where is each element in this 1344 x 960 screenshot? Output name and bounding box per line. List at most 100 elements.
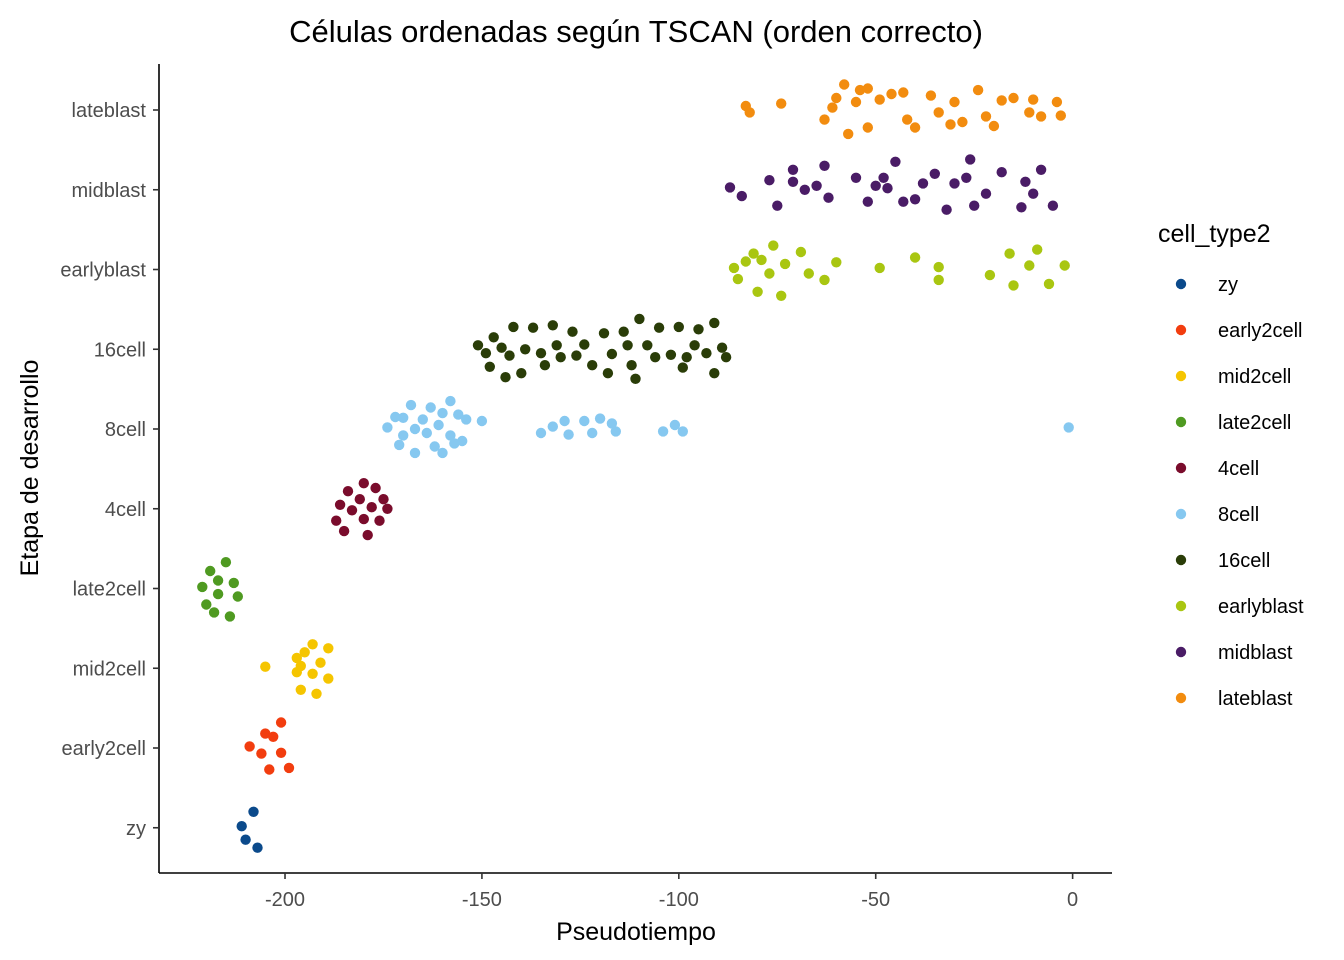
point-8cell xyxy=(409,447,421,459)
point-16cell xyxy=(520,344,531,355)
point-midblast xyxy=(764,175,775,186)
point-lateblast xyxy=(1008,92,1019,104)
point-8cell xyxy=(579,415,590,427)
point-midblast xyxy=(799,184,810,195)
point-earlyblast xyxy=(831,257,842,268)
y-tick-label: early2cell xyxy=(62,738,146,760)
point-midblast xyxy=(850,172,862,183)
point-8cell xyxy=(476,415,488,427)
point-16cell xyxy=(673,321,684,333)
y-tick-label: earlyblast xyxy=(60,260,146,282)
point-midblast xyxy=(980,188,992,199)
y-tick-label: 16cell xyxy=(94,339,146,361)
point-16cell xyxy=(480,348,492,359)
x-tick-label: -200 xyxy=(265,889,305,911)
point-lateblast xyxy=(850,96,862,108)
legend-label-earlyblast: earlyblast xyxy=(1218,596,1304,618)
point-early2cell xyxy=(275,717,287,728)
point-4cell xyxy=(331,515,342,526)
legend-key-late2cell xyxy=(1175,416,1187,428)
point-4cell xyxy=(366,502,377,513)
point-lateblast xyxy=(776,98,787,109)
legend-key-lateblast xyxy=(1175,692,1187,704)
point-lateblast xyxy=(839,79,850,90)
legend-label-midblast: midblast xyxy=(1218,642,1293,664)
legend-label-lateblast: lateblast xyxy=(1218,688,1293,710)
point-lateblast xyxy=(874,94,885,105)
point-lateblast xyxy=(945,119,956,130)
point-8cell xyxy=(433,419,444,431)
point-16cell xyxy=(650,352,661,363)
point-16cell xyxy=(653,322,665,333)
point-earlyblast xyxy=(776,290,787,301)
point-16cell xyxy=(709,368,720,379)
legend-label-8cell: 8cell xyxy=(1218,504,1259,526)
point-midblast xyxy=(1020,176,1031,187)
point-16cell xyxy=(508,321,519,333)
legend: cell_type2 zy early2cell mid2cell late2cell… xyxy=(1158,220,1304,710)
point-lateblast xyxy=(925,90,937,101)
point-earlyblast xyxy=(748,248,759,259)
point-midblast xyxy=(772,200,783,211)
point-late2cell xyxy=(224,611,236,622)
point-4cell xyxy=(358,478,369,489)
point-4cell xyxy=(354,494,365,505)
legend-label-early2cell: early2cell xyxy=(1218,320,1302,342)
point-16cell xyxy=(488,332,499,343)
point-earlyblast xyxy=(764,268,775,279)
point-lateblast xyxy=(1035,111,1047,122)
point-midblast xyxy=(965,154,976,165)
point-16cell xyxy=(496,342,507,353)
point-zy xyxy=(240,834,251,845)
point-4cell xyxy=(382,503,393,514)
point-midblast xyxy=(909,194,921,205)
point-earlyblast xyxy=(740,256,751,267)
point-midblast xyxy=(969,200,980,211)
point-16cell xyxy=(567,326,578,337)
point-earlyblast xyxy=(984,269,996,281)
point-16cell xyxy=(626,360,637,371)
point-8cell xyxy=(405,399,417,411)
point-16cell xyxy=(555,352,566,363)
point-early2cell xyxy=(283,762,295,774)
legend-key-8cell xyxy=(1175,508,1187,520)
point-mid2cell xyxy=(323,643,334,654)
point-8cell xyxy=(657,426,669,437)
point-mid2cell xyxy=(291,652,302,664)
legend-key-midblast xyxy=(1175,646,1187,658)
point-mid2cell xyxy=(299,647,310,658)
legend-label-zy: zy xyxy=(1218,274,1238,296)
point-8cell xyxy=(1063,422,1074,433)
point-8cell xyxy=(457,435,468,447)
point-mid2cell xyxy=(311,688,322,699)
point-lateblast xyxy=(957,116,968,128)
point-8cell xyxy=(398,430,409,441)
point-lateblast xyxy=(988,120,1000,132)
point-midblast xyxy=(811,180,822,191)
point-zy xyxy=(236,821,247,832)
point-16cell xyxy=(681,352,692,363)
point-4cell xyxy=(338,525,350,537)
point-mid2cell xyxy=(323,673,334,684)
point-8cell xyxy=(425,402,436,413)
legend-label-4cell: 4cell xyxy=(1218,458,1259,480)
point-midblast xyxy=(819,160,830,171)
point-16cell xyxy=(579,339,590,350)
point-16cell xyxy=(689,340,700,351)
point-midblast xyxy=(941,204,952,215)
point-earlyblast xyxy=(1008,280,1019,291)
y-tick-label: mid2cell xyxy=(73,658,146,680)
y-tick-label: late2cell xyxy=(73,579,146,601)
y-tick-label: 8cell xyxy=(105,419,146,441)
point-earlyblast xyxy=(1032,244,1043,255)
legend-key-zy xyxy=(1175,278,1187,290)
point-8cell xyxy=(606,418,618,429)
point-lateblast xyxy=(886,88,897,100)
point-8cell xyxy=(394,439,405,451)
point-16cell xyxy=(622,340,633,351)
point-16cell xyxy=(551,340,562,351)
chart-title: Células ordenadas según TSCAN (orden cor… xyxy=(289,14,983,49)
x-tick-label: 0 xyxy=(1067,889,1078,911)
point-midblast xyxy=(961,172,972,183)
point-8cell xyxy=(453,409,464,420)
